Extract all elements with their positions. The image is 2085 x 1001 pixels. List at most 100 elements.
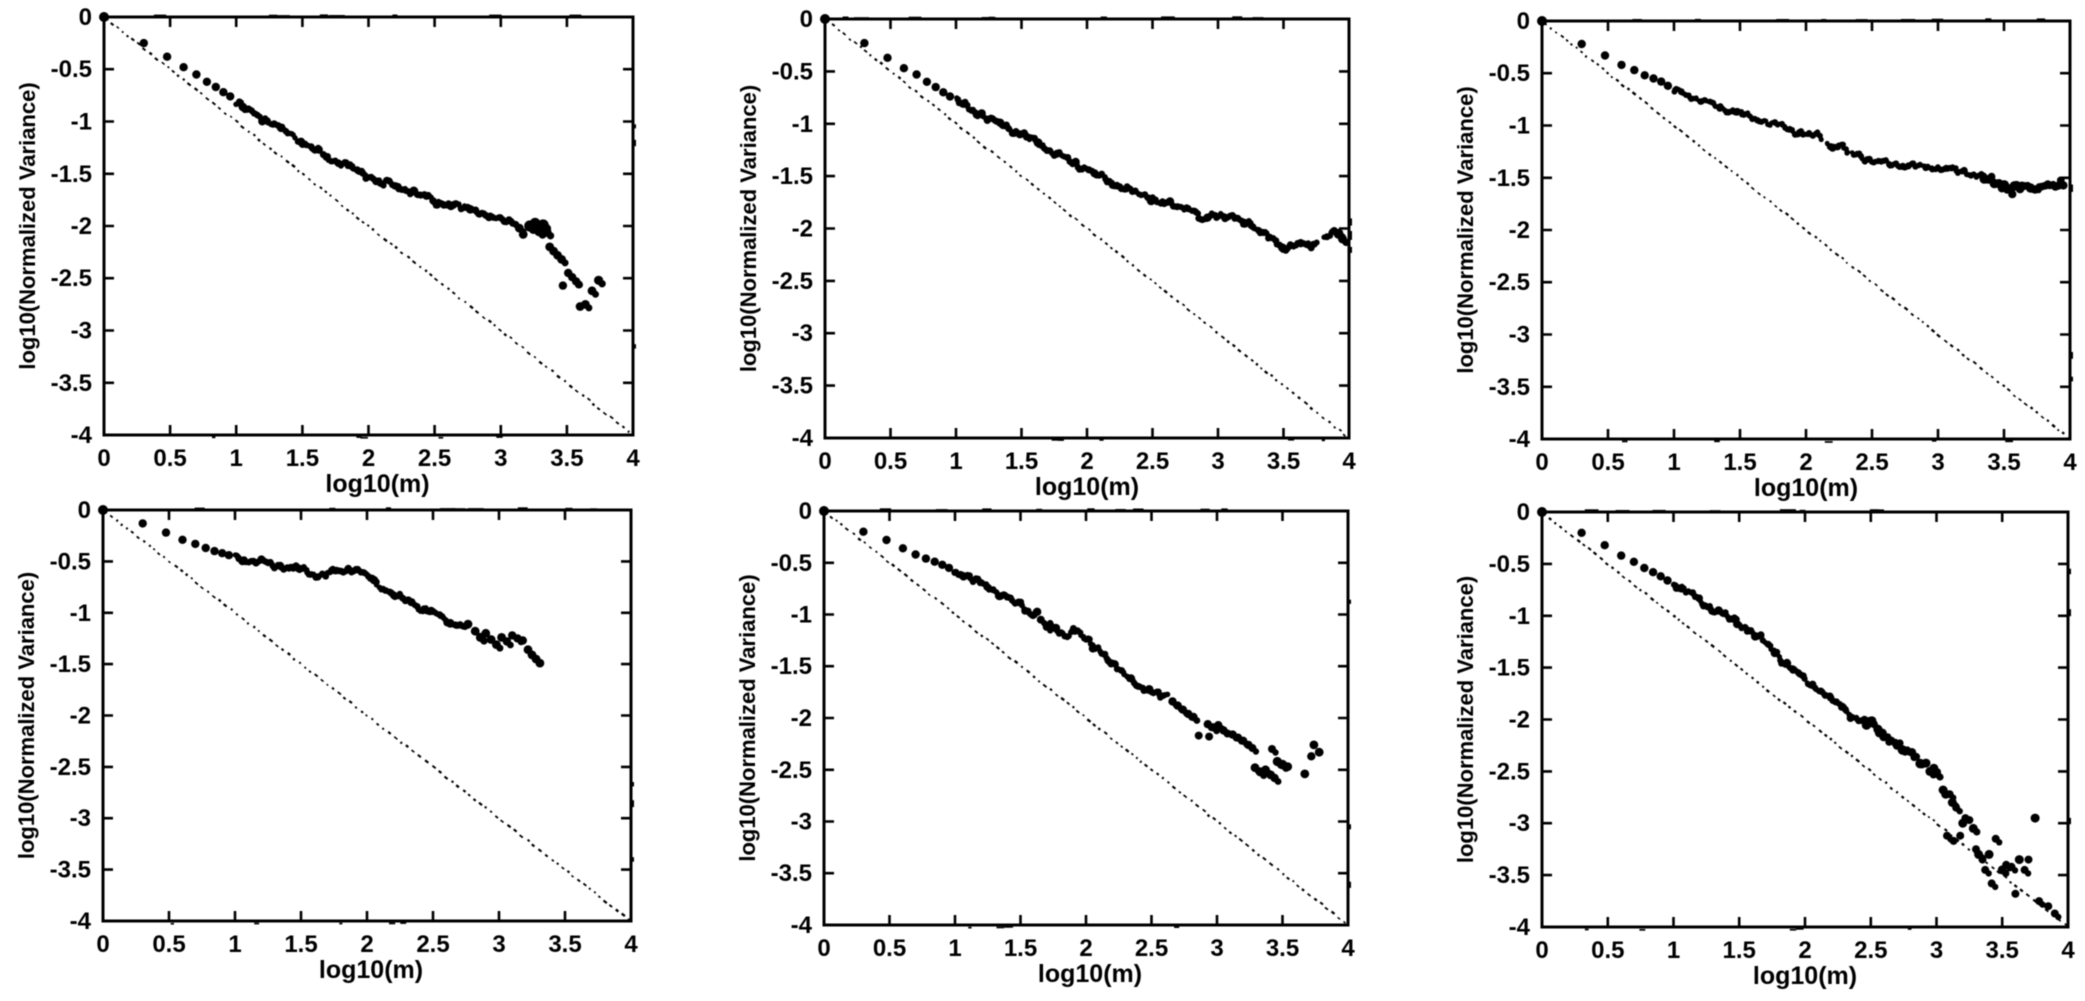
svg-text:log10(Normalized Variance): log10(Normalized Variance) [1453, 86, 1478, 373]
svg-text:-3: -3 [70, 805, 91, 832]
svg-text:0: 0 [799, 498, 812, 525]
svg-text:2: 2 [1799, 449, 1812, 476]
svg-text:-0.5: -0.5 [1489, 551, 1530, 578]
svg-text:-1: -1 [1509, 603, 1530, 630]
svg-text:1: 1 [1667, 449, 1680, 476]
svg-text:-2: -2 [70, 703, 91, 730]
svg-text:-4: -4 [792, 425, 814, 452]
svg-text:-2.5: -2.5 [50, 754, 91, 781]
svg-text:-2.5: -2.5 [51, 265, 92, 292]
svg-text:-1.5: -1.5 [771, 653, 812, 680]
svg-text:log10(m): log10(m) [319, 956, 423, 984]
svg-text:3: 3 [1211, 448, 1224, 475]
svg-text:-3.5: -3.5 [50, 857, 91, 884]
svg-text:log10(Normalized Variance): log10(Normalized Variance) [736, 85, 761, 372]
svg-text:-1: -1 [71, 109, 92, 136]
svg-text:log10(m): log10(m) [325, 470, 429, 498]
svg-text:log10(Normalized Variance): log10(Normalized Variance) [1453, 576, 1478, 863]
svg-text:2: 2 [1079, 935, 1092, 962]
svg-text:0: 0 [96, 931, 109, 958]
svg-text:2.5: 2.5 [1855, 449, 1888, 476]
svg-text:-1: -1 [1509, 113, 1530, 140]
svg-text:1: 1 [948, 935, 961, 962]
svg-text:-2: -2 [1509, 707, 1530, 734]
svg-text:3.5: 3.5 [1986, 937, 2019, 964]
svg-text:0.5: 0.5 [1591, 937, 1624, 964]
svg-text:-3: -3 [792, 320, 813, 347]
svg-text:1: 1 [949, 448, 962, 475]
svg-text:-0.5: -0.5 [51, 56, 92, 83]
svg-text:-2: -2 [792, 216, 813, 243]
svg-text:3.5: 3.5 [548, 931, 581, 958]
svg-text:4: 4 [626, 445, 640, 472]
svg-text:log10(Normalized Variance): log10(Normalized Variance) [735, 574, 760, 861]
svg-text:-4: -4 [1509, 914, 1531, 941]
svg-text:4: 4 [2061, 937, 2075, 964]
svg-text:log10(Normalized Variance): log10(Normalized Variance) [14, 572, 39, 859]
svg-text:0: 0 [1517, 8, 1530, 35]
svg-text:3: 3 [494, 445, 507, 472]
svg-text:1.5: 1.5 [1723, 937, 1756, 964]
svg-text:4: 4 [2063, 449, 2077, 476]
svg-text:-3.5: -3.5 [1489, 862, 1530, 889]
svg-text:2: 2 [362, 445, 375, 472]
svg-text:log10(m): log10(m) [1754, 474, 1858, 502]
svg-text:2: 2 [360, 931, 373, 958]
svg-text:1: 1 [228, 931, 241, 958]
svg-text:0.5: 0.5 [874, 448, 907, 475]
svg-text:0: 0 [79, 4, 92, 31]
svg-text:1.5: 1.5 [284, 931, 317, 958]
svg-text:3.5: 3.5 [1266, 935, 1299, 962]
svg-text:1: 1 [1667, 937, 1680, 964]
svg-text:4: 4 [1342, 448, 1356, 475]
svg-text:0: 0 [1535, 449, 1548, 476]
svg-text:-0.5: -0.5 [50, 548, 91, 575]
svg-text:1.5: 1.5 [1004, 935, 1037, 962]
svg-text:-2.5: -2.5 [1489, 269, 1530, 296]
svg-text:-2: -2 [791, 705, 812, 732]
svg-text:log10(m): log10(m) [1038, 960, 1142, 988]
svg-text:-3: -3 [71, 318, 92, 345]
svg-text:3: 3 [1931, 449, 1944, 476]
svg-text:-2.5: -2.5 [772, 268, 813, 295]
svg-text:3: 3 [492, 931, 505, 958]
svg-text:-4: -4 [70, 908, 92, 935]
svg-text:0: 0 [1517, 499, 1530, 526]
svg-text:log10(m): log10(m) [1035, 473, 1139, 501]
svg-text:-3.5: -3.5 [1489, 374, 1530, 401]
svg-text:0.5: 0.5 [1591, 449, 1624, 476]
svg-text:-1.5: -1.5 [50, 651, 91, 678]
svg-text:-3.5: -3.5 [772, 373, 813, 400]
svg-text:-3: -3 [791, 809, 812, 836]
svg-text:3: 3 [1210, 935, 1223, 962]
svg-text:-2: -2 [1509, 217, 1530, 244]
svg-text:-3: -3 [1509, 322, 1530, 349]
svg-text:0: 0 [800, 6, 813, 33]
svg-text:2.5: 2.5 [1854, 937, 1887, 964]
svg-text:2: 2 [1080, 448, 1093, 475]
svg-text:1.5: 1.5 [1723, 449, 1756, 476]
svg-text:-2: -2 [71, 213, 92, 240]
svg-text:2: 2 [1798, 937, 1811, 964]
svg-text:log10(m): log10(m) [1753, 962, 1857, 990]
svg-text:-1.5: -1.5 [1489, 165, 1530, 192]
svg-text:-4: -4 [1509, 426, 1531, 453]
svg-text:0.5: 0.5 [152, 931, 185, 958]
svg-text:0: 0 [97, 445, 110, 472]
svg-text:3.5: 3.5 [550, 445, 583, 472]
svg-text:2.5: 2.5 [1135, 935, 1168, 962]
svg-text:2.5: 2.5 [418, 445, 451, 472]
svg-text:0: 0 [78, 497, 91, 524]
svg-text:0: 0 [1535, 937, 1548, 964]
svg-text:0: 0 [818, 448, 831, 475]
svg-text:-1.5: -1.5 [772, 163, 813, 190]
svg-text:-2.5: -2.5 [771, 757, 812, 784]
svg-text:4: 4 [1341, 935, 1355, 962]
svg-text:1.5: 1.5 [286, 445, 319, 472]
svg-text:0: 0 [817, 935, 830, 962]
svg-text:4: 4 [624, 931, 638, 958]
svg-text:-4: -4 [791, 912, 813, 939]
svg-text:1: 1 [230, 445, 243, 472]
svg-text:-0.5: -0.5 [1489, 60, 1530, 87]
svg-text:-1: -1 [792, 111, 813, 138]
